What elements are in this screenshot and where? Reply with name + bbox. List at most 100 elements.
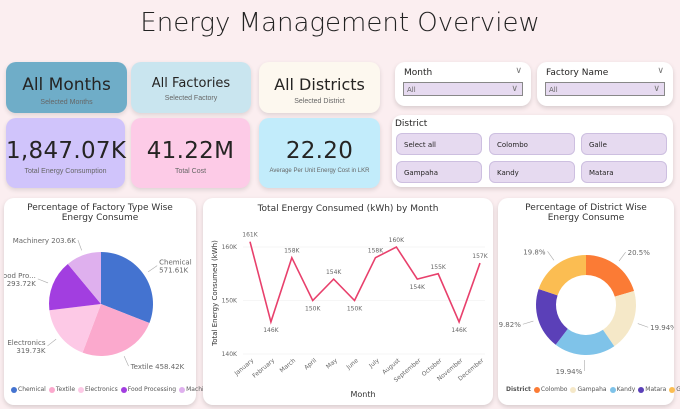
slice-chemical — [101, 252, 153, 323]
slice-kandy — [555, 328, 615, 355]
selected-months-label: Selected Months — [40, 99, 93, 106]
data-label-june: 150K — [347, 306, 363, 313]
legend-item-matara[interactable]: Matara — [645, 386, 667, 393]
data-label-august: 160K — [389, 237, 405, 244]
legend-item-food-processing[interactable]: Food Processing — [127, 386, 177, 393]
avg-unit-cost-value: 22.20 — [285, 138, 354, 164]
slice-matara — [536, 288, 568, 345]
x-tick-february: February — [251, 357, 276, 380]
slice-machinery — [67, 252, 101, 304]
y-tick-label: 150K — [222, 298, 238, 305]
chevron-down-icon: ∨ — [511, 84, 518, 94]
district-donut-legend: District Colombo Gampaha Kandy Matara Galle — [506, 386, 680, 393]
district-donut-panel: Percentage of District Wise Energy Consu… — [498, 198, 680, 405]
total-cost-label: Total Cost — [174, 168, 207, 175]
legend-swatch — [533, 386, 540, 393]
avg-unit-cost-label: Average Per Unit Energy Cost in LKR — [269, 168, 370, 174]
month-slicer-label: Month — [404, 68, 433, 78]
district-option-kandy[interactable]: Kandy — [489, 161, 575, 183]
line-series — [249, 241, 481, 325]
legend-title: District — [506, 386, 531, 393]
district-slicer: District Select all Colombo Galle Gampah… — [392, 115, 673, 187]
total-energy-label: Total Energy Consumption — [24, 168, 107, 175]
legend-swatch — [11, 386, 17, 393]
data-label-september: 154K — [410, 284, 426, 291]
selected-district-label: Selected District — [294, 98, 345, 105]
chevron-down-icon[interactable]: ∨ — [515, 66, 522, 76]
x-tick-june: June — [345, 357, 361, 372]
legend-item-chemical[interactable]: Chemical — [18, 386, 46, 393]
district-donut-title: Percentage of District Wise Energy Consu… — [525, 203, 647, 223]
leader-line — [618, 252, 626, 262]
leader-line — [37, 278, 49, 284]
data-label-april: 150K — [305, 306, 321, 313]
legend-item-electronics[interactable]: Electronics — [85, 386, 118, 393]
selected-district-card: All Districts Selected District — [259, 62, 380, 113]
legend-item-galle[interactable]: Galle — [676, 386, 680, 393]
selected-factory-card: All Factories Selected Factory — [131, 62, 251, 113]
data-label: Electronics 319.73K — [7, 339, 46, 355]
selected-factory-label: Selected Factory — [164, 95, 218, 102]
line-chart-title: Total Energy Consumed (kWh) by Month — [257, 204, 439, 214]
month-dropdown[interactable]: All ∨ — [403, 82, 523, 96]
slice-colombo — [586, 255, 635, 297]
slice-gampaha — [602, 291, 636, 347]
leader-line — [637, 323, 649, 328]
district-donut-chart: 20.5% 19.94% 19.94% 19.82% 19.8% — [498, 248, 674, 376]
slice-textile — [82, 304, 150, 356]
x-tick-july: July — [367, 357, 381, 370]
leader-line — [147, 265, 158, 273]
district-slicer-label: District — [395, 119, 428, 129]
data-label: Food Pro...293.72K — [4, 272, 36, 288]
legend-swatch — [570, 386, 577, 393]
district-option-galle[interactable]: Galle — [581, 133, 667, 155]
data-label-march: 158K — [284, 248, 300, 255]
factory-pie-chart: Chemical 571.61K Textile 458.42K Electronic… — [4, 237, 192, 371]
legend-swatch — [669, 386, 676, 393]
selected-months-card: All Months Selected Months — [6, 62, 127, 113]
avg-unit-cost-kpi: 22.20 Average Per Unit Energy Cost in LK… — [259, 118, 380, 188]
selected-district-value: All Districts — [274, 75, 365, 94]
chevron-down-icon: ∨ — [653, 84, 660, 94]
total-energy-kpi: 1,847.07K Total Energy Consumption — [6, 118, 127, 188]
legend-swatch — [120, 386, 127, 393]
legend-item-textile[interactable]: Textile — [55, 386, 76, 393]
legend-swatch — [179, 386, 186, 393]
data-label-july: 158K — [368, 248, 384, 255]
total-cost-kpi: 41.22M Total Cost — [131, 118, 250, 188]
district-option-colombo[interactable]: Colombo — [489, 133, 575, 155]
factory-dropdown-value: All — [549, 86, 558, 94]
slice-galle — [538, 255, 586, 296]
data-label-january: 161K — [242, 232, 258, 239]
data-label-may: 154K — [326, 269, 342, 276]
factory-dropdown[interactable]: All ∨ — [545, 82, 665, 96]
month-slicer: Month ∨ All ∨ — [395, 62, 531, 106]
leader-line — [547, 251, 555, 261]
legend-item-kandy[interactable]: Kandy — [616, 386, 636, 393]
data-label: 19.82% — [498, 321, 521, 329]
slice-electronics — [49, 304, 101, 353]
district-option-select-all[interactable]: Select all — [396, 133, 482, 155]
factory-pie-legend: Chemical Textile Electronics Food Processin… — [8, 386, 217, 393]
district-option-gampaha[interactable]: Gampaha — [396, 161, 482, 183]
legend-swatch — [638, 386, 645, 393]
x-tick-march: March — [279, 357, 298, 374]
district-option-matara[interactable]: Matara — [581, 161, 667, 183]
factory-slicer-label: Factory Name — [546, 68, 609, 78]
factory-pie-panel: Percentage of Factory Type Wise Energy C… — [4, 198, 217, 405]
total-energy-value: 1,847.07K — [6, 138, 127, 164]
x-tick-may: May — [325, 357, 339, 371]
chevron-down-icon[interactable]: ∨ — [657, 66, 664, 76]
data-label: Chemical 571.61K — [159, 259, 192, 275]
legend-swatch — [609, 386, 616, 393]
data-label: 20.5% — [628, 249, 651, 257]
legend-item-machinery[interactable]: Machinery — [186, 386, 218, 393]
data-label-november: 146K — [451, 327, 467, 334]
data-label: Textile 458.42K — [130, 363, 185, 371]
legend-item-colombo[interactable]: Colombo — [540, 386, 568, 393]
x-axis-title: Month — [350, 390, 375, 399]
data-label-february: 146K — [263, 327, 279, 334]
total-cost-value: 41.22M — [146, 138, 235, 164]
legend-item-gampaha[interactable]: Gampaha — [577, 386, 607, 393]
leader-line — [123, 355, 129, 367]
